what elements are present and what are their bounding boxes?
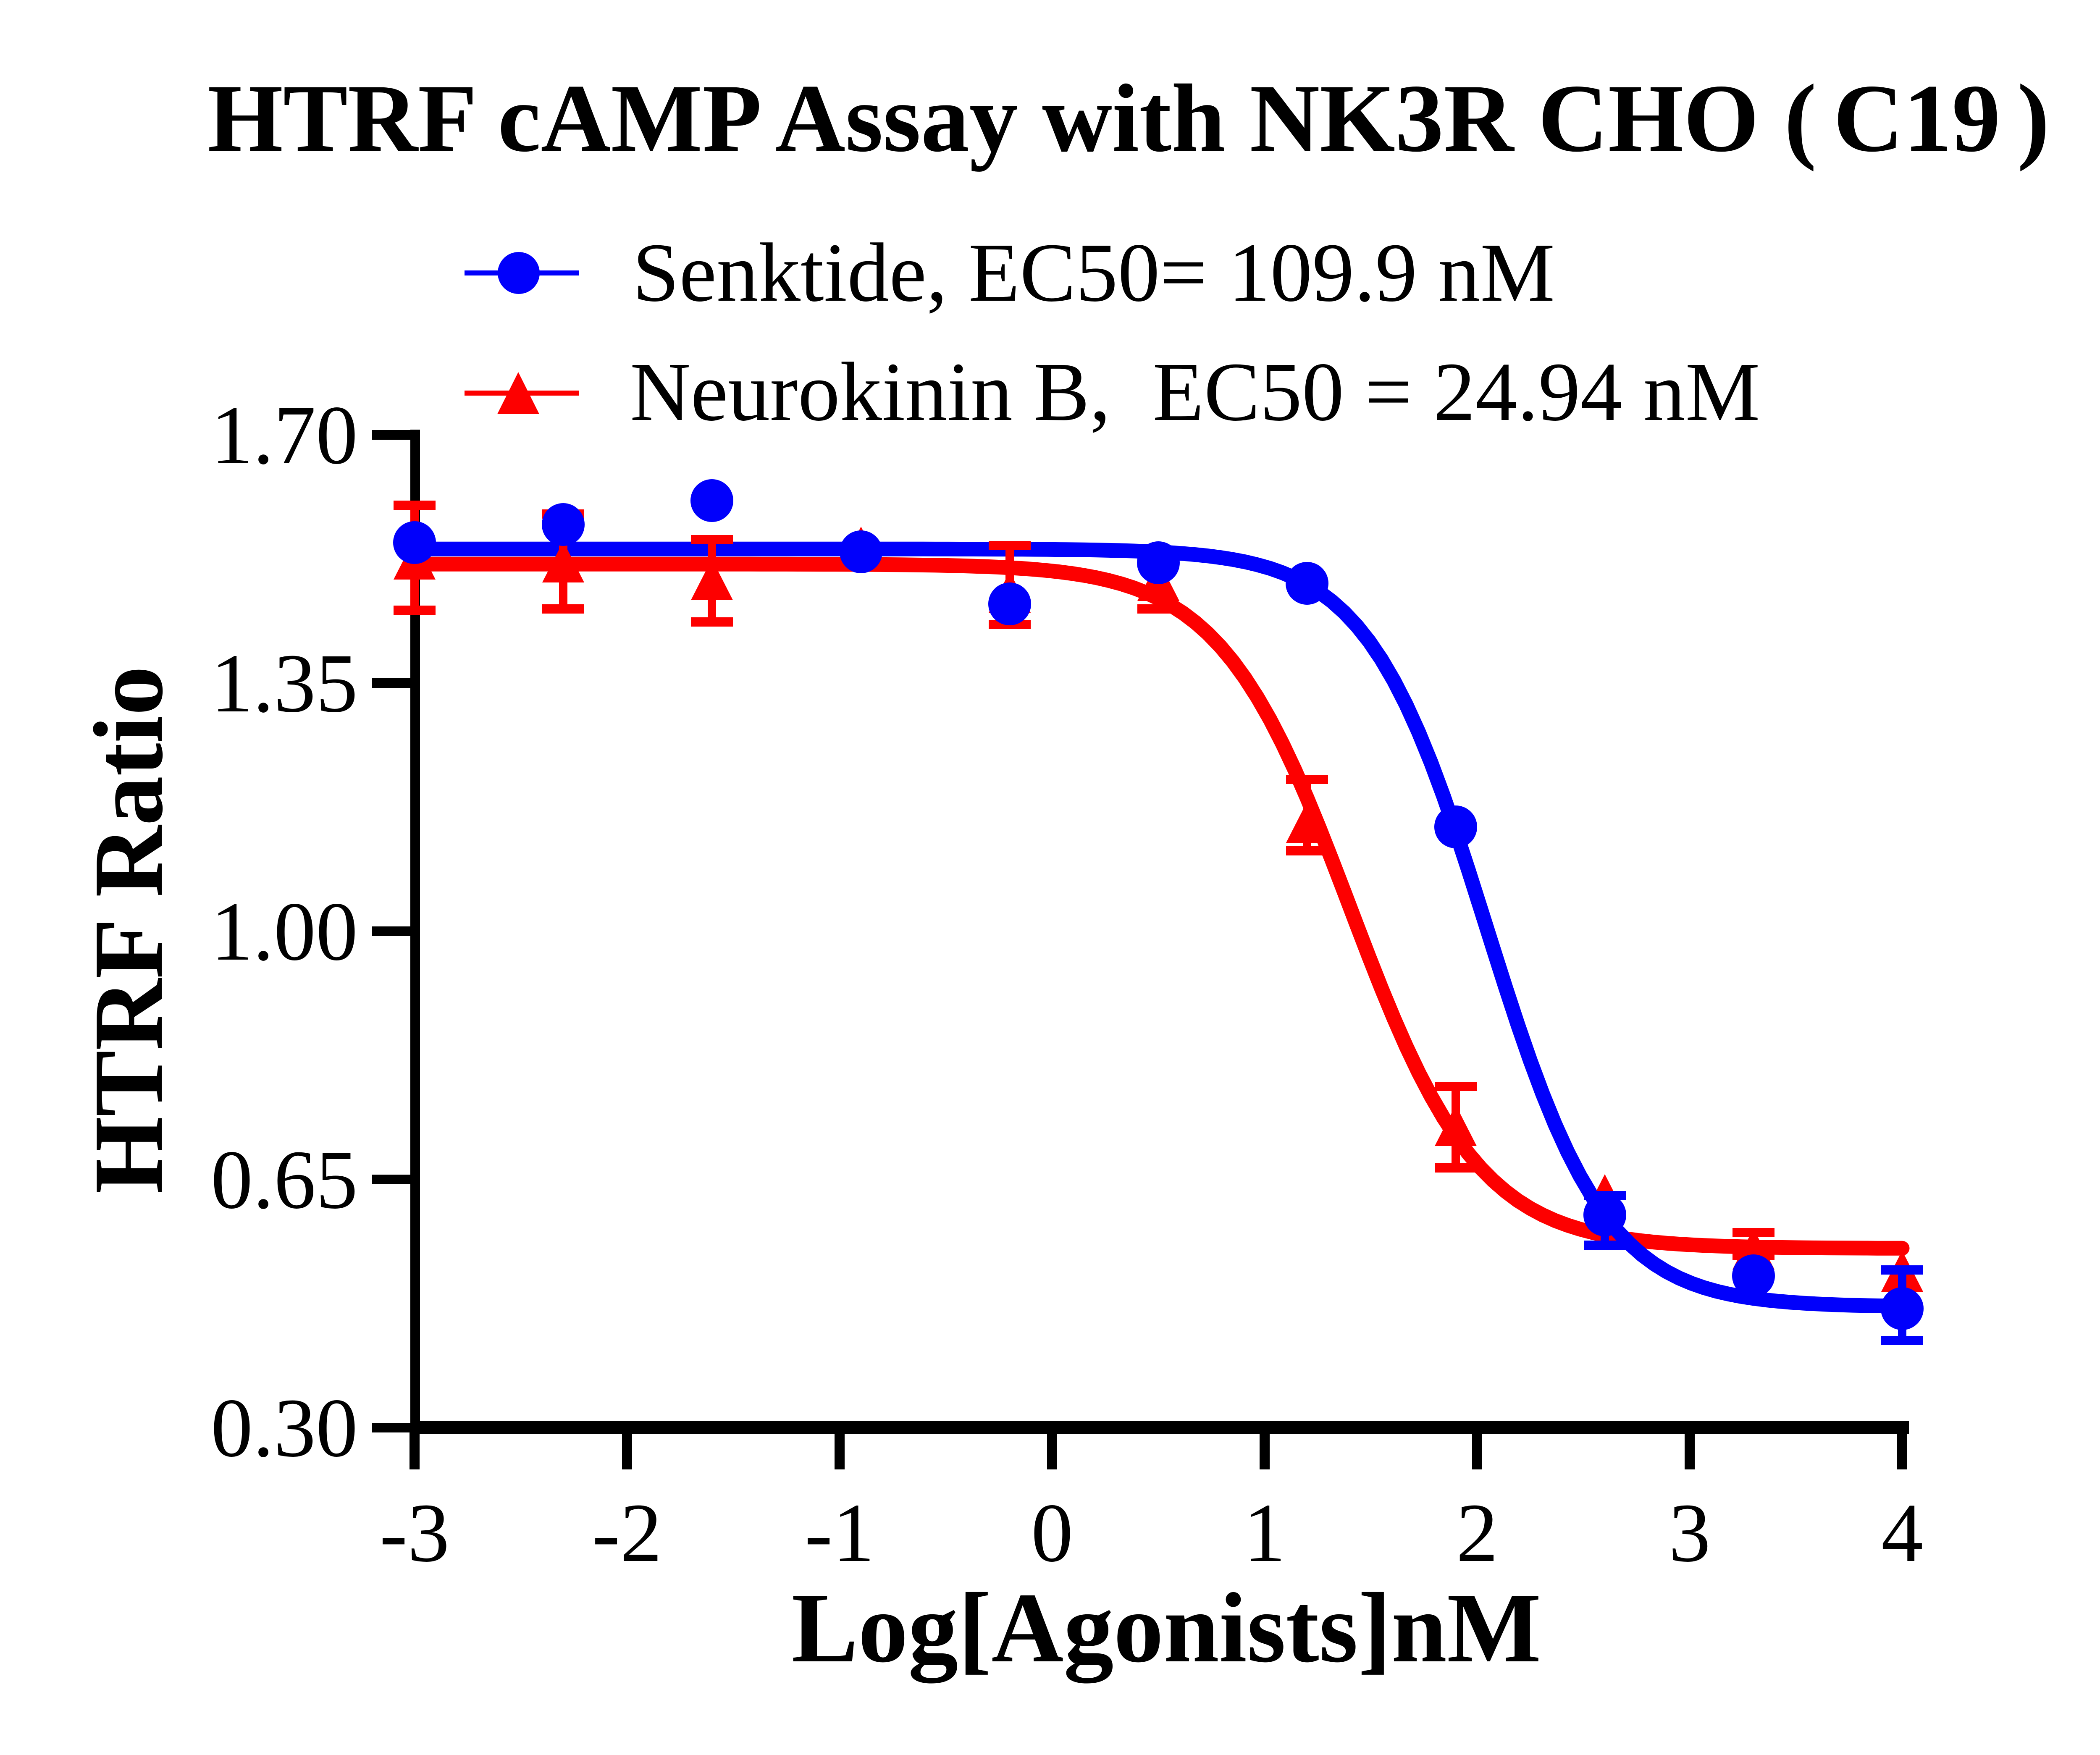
svg-text:0.30: 0.30 [211,1382,358,1474]
svg-text:HTRF cAMP Assay with NK3R CHO(: HTRF cAMP Assay with NK3R CHO(C19) [207,64,2050,172]
svg-text:2: 2 [1456,1487,1498,1579]
svg-text:1.70: 1.70 [211,389,358,482]
svg-text:3: 3 [1669,1487,1711,1579]
svg-text:1.00: 1.00 [211,885,358,978]
svg-text:0: 0 [1031,1487,1073,1579]
svg-text:1.35: 1.35 [211,637,358,730]
svg-text:HTRF Ratio: HTRF Ratio [74,666,184,1194]
svg-text:0.65: 0.65 [211,1133,358,1226]
svg-text:-1: -1 [805,1487,875,1579]
svg-text:4: 4 [1881,1487,1923,1579]
svg-text:Log[Agonists]nM: Log[Agonists]nM [791,1573,1541,1683]
svg-text:Neurokinin B, EC50 = 24.94 nM: Neurokinin B, EC50 = 24.94 nM [630,346,1760,438]
svg-text:1: 1 [1244,1487,1286,1579]
svg-text:-3: -3 [380,1487,450,1579]
svg-text:-2: -2 [592,1487,662,1579]
svg-text:Senktide, EC50= 109.9 nM: Senktide, EC50= 109.9 nM [633,226,1555,319]
